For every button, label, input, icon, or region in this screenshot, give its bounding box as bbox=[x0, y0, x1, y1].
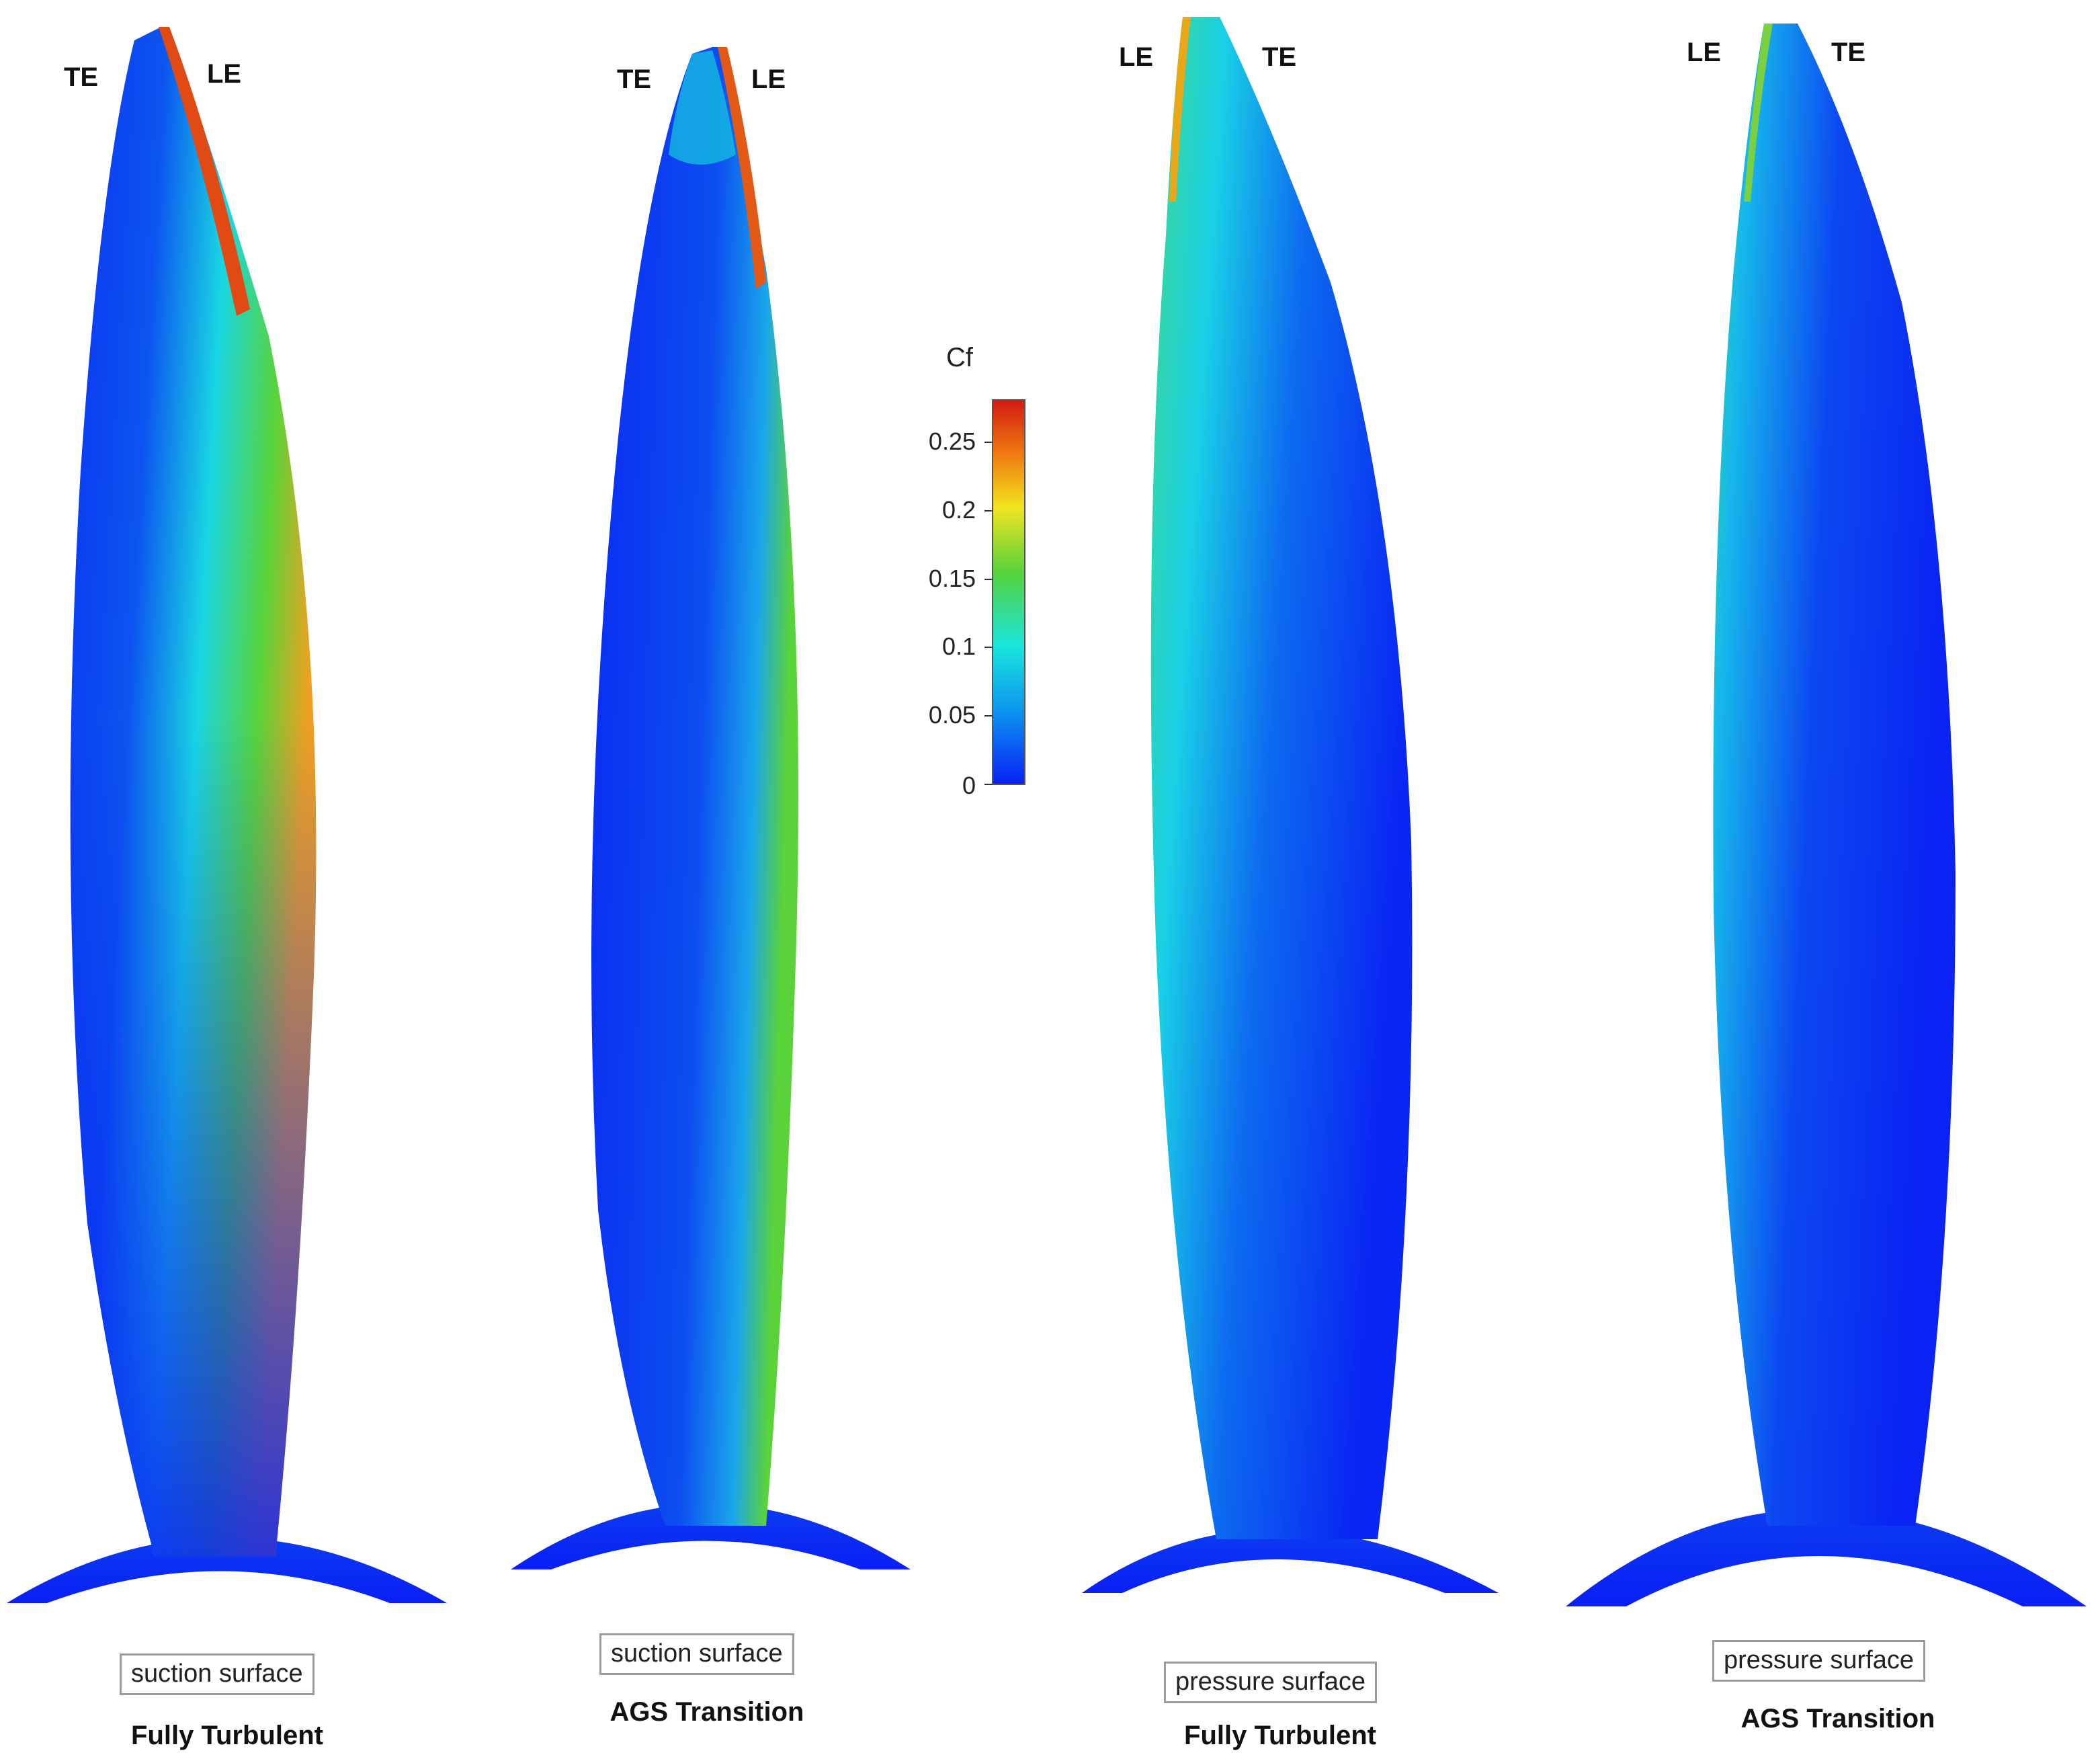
colorbar-tick-marks bbox=[984, 442, 993, 785]
blade-surface bbox=[1150, 17, 1413, 1539]
hub-platform bbox=[1566, 1509, 2087, 1606]
blade-surface bbox=[1713, 24, 1956, 1526]
colorbar-tick-label: 0.1 bbox=[941, 632, 976, 660]
surface-label-box: suction surface bbox=[599, 1633, 794, 1675]
leading-edge-label: LE bbox=[207, 59, 242, 89]
blade-shading bbox=[70, 27, 317, 1556]
surface-label-box: pressure surface bbox=[1164, 1662, 1378, 1703]
leading-edge-label: LE bbox=[1119, 42, 1154, 72]
leading-edge-streak bbox=[718, 47, 766, 289]
hub-platform bbox=[1082, 1529, 1499, 1593]
leading-edge-streak bbox=[1744, 24, 1773, 202]
case-label: AGS Transition bbox=[610, 1697, 804, 1727]
colorbar-gradient bbox=[992, 399, 1025, 785]
tip-transition-region bbox=[669, 50, 736, 165]
colorbar-tick-label: 0.05 bbox=[928, 701, 976, 729]
colorbar-tick-label: 0 bbox=[962, 772, 976, 799]
leading-edge-streak bbox=[1169, 17, 1191, 202]
blade-surface bbox=[591, 47, 798, 1526]
hub-platform bbox=[7, 1537, 447, 1603]
trailing-edge-label: TE bbox=[1831, 38, 1866, 67]
blade-pressure-ags-transition bbox=[1566, 24, 2087, 1606]
blade-pressure-fully-turbulent bbox=[1082, 17, 1499, 1593]
hub-platform bbox=[511, 1504, 911, 1569]
trailing-edge-label: TE bbox=[64, 63, 99, 92]
trailing-edge-label: TE bbox=[617, 65, 652, 94]
leading-edge-label: LE bbox=[1687, 38, 1722, 67]
case-label: Fully Turbulent bbox=[131, 1721, 323, 1750]
colorbar-tick-label: 0.15 bbox=[928, 565, 976, 592]
colorbar-tick-label: 0.2 bbox=[941, 496, 976, 524]
leading-edge-label: LE bbox=[751, 65, 786, 94]
surface-label-box: suction surface bbox=[120, 1653, 314, 1695]
case-label: Fully Turbulent bbox=[1184, 1721, 1376, 1750]
case-label: AGS Transition bbox=[1740, 1704, 1935, 1733]
blade-suction-fully-turbulent bbox=[7, 27, 447, 1603]
colorbar-tick-label: 0.25 bbox=[928, 427, 976, 455]
colorbar bbox=[984, 399, 1025, 785]
surface-label-box: pressure surface bbox=[1712, 1640, 1926, 1682]
blade-suction-ags-transition bbox=[511, 47, 911, 1569]
trailing-edge-label: TE bbox=[1262, 42, 1297, 72]
leading-edge-streak bbox=[159, 27, 250, 316]
colorbar-title: Cf bbox=[946, 343, 973, 372]
